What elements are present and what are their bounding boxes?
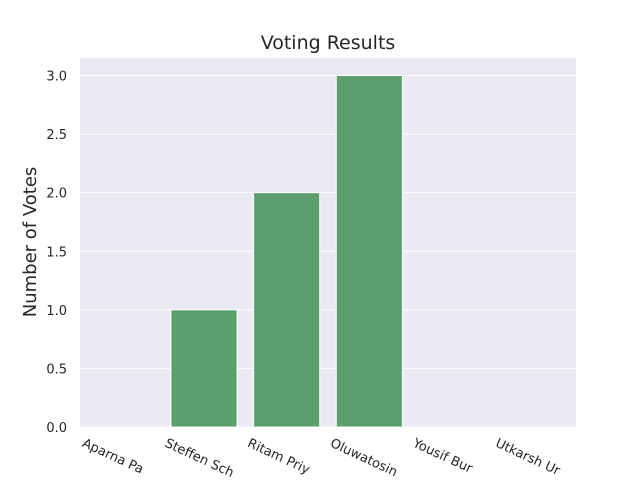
y-tick-label: 2.0 [46,187,67,202]
y-tick-labels: 0.0 0.5 1.0 1.5 2.0 2.5 3.0 [46,70,67,437]
bar-2 [253,192,321,428]
y-tick-label: 3.0 [46,70,67,85]
x-tick-label: Oluwatosin [328,436,400,480]
y-tick-label: 2.5 [46,128,67,143]
y-tick-label: 1.0 [46,304,67,319]
y-tick-label: 0.5 [46,362,67,377]
x-tick-label: Ritam Priy [245,436,312,478]
x-tick-label: Yousif Bur [409,436,475,477]
x-tick-label: Utkarsh Ur [493,436,563,479]
bars [170,75,403,428]
x-tick-label: Aparna Pa [80,436,146,477]
bar-1 [170,309,238,428]
x-tick-labels: Aparna Pa Steffen Sch Ritam Priy Oluwatosin… [80,436,563,480]
y-tick-label: 1.5 [46,245,67,260]
plot-background [80,58,576,427]
bar-3 [335,75,403,428]
x-tick-label: Steffen Sch [162,436,236,480]
y-tick-label: 0.0 [46,421,67,436]
y-axis-label: Number of Votes [20,167,41,318]
chart-title: Voting Results [261,32,396,54]
gridlines [80,75,576,428]
